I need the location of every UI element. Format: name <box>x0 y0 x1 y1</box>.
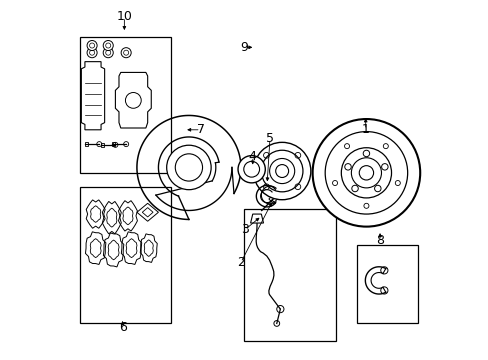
Text: 8: 8 <box>375 234 383 247</box>
Text: 3: 3 <box>241 223 249 236</box>
Circle shape <box>125 93 141 108</box>
Text: 6: 6 <box>119 321 126 334</box>
Text: 7: 7 <box>196 123 204 136</box>
Circle shape <box>103 41 113 50</box>
Text: 10: 10 <box>116 10 132 23</box>
Text: 1: 1 <box>361 123 369 136</box>
Circle shape <box>103 48 113 58</box>
Circle shape <box>87 48 97 58</box>
Text: 5: 5 <box>265 132 273 145</box>
Circle shape <box>121 48 131 58</box>
Text: 9: 9 <box>240 41 248 54</box>
Circle shape <box>253 142 310 200</box>
Circle shape <box>87 41 97 50</box>
Text: 4: 4 <box>248 150 256 163</box>
Circle shape <box>312 119 419 226</box>
Text: 2: 2 <box>237 256 244 269</box>
Circle shape <box>238 156 265 183</box>
Circle shape <box>166 145 211 190</box>
